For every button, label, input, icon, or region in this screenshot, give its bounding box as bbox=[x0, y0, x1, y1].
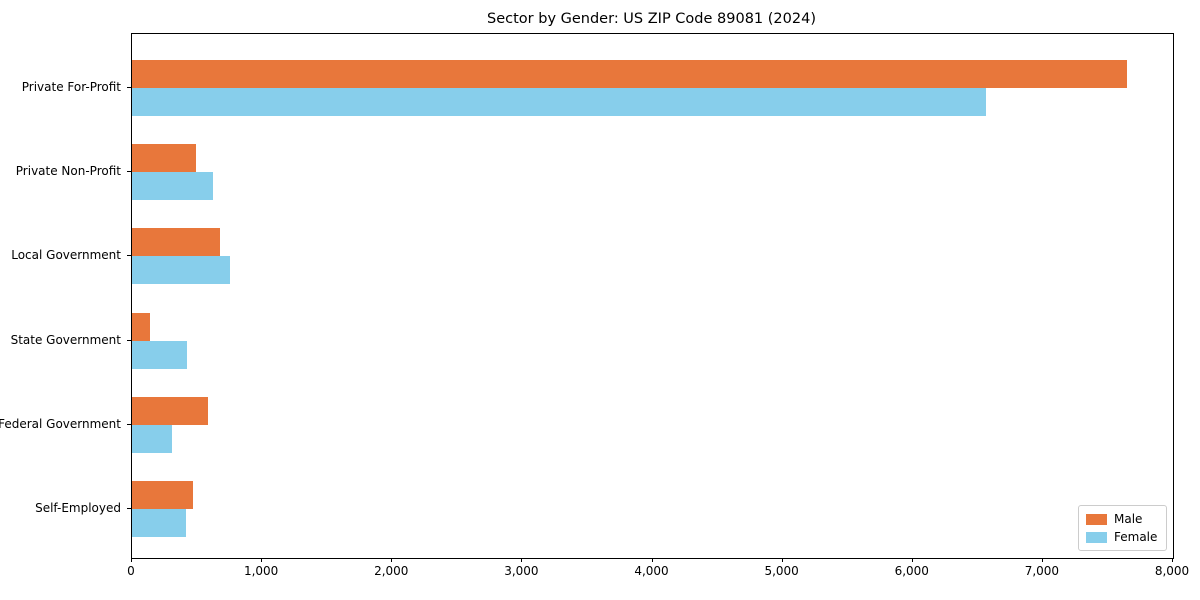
x-tick-label: 7,000 bbox=[1024, 564, 1060, 578]
y-tick-label: State Government bbox=[10, 332, 121, 347]
bar-male-4 bbox=[132, 312, 150, 341]
y-tick-label: Self-Employed bbox=[35, 501, 121, 515]
y-tick-mark bbox=[127, 171, 131, 173]
bar-female-3 bbox=[132, 256, 231, 285]
x-tick-label: 4,000 bbox=[634, 564, 669, 578]
bar-male-5 bbox=[132, 396, 209, 425]
y-tick-label: Federal Government bbox=[0, 416, 121, 431]
x-tick-label: 0 bbox=[127, 564, 135, 578]
y-tick-mark bbox=[127, 87, 131, 88]
y-tick-mark bbox=[127, 508, 131, 509]
y-tick-label: Private Non-Profit bbox=[15, 164, 121, 179]
x-tick-mark bbox=[261, 558, 263, 562]
x-tick-mark bbox=[521, 558, 523, 562]
legend-label: Male bbox=[1114, 512, 1143, 526]
x-tick-label: 5,000 bbox=[764, 564, 799, 578]
y-tick-label: Local Government bbox=[11, 248, 121, 263]
x-tick-mark bbox=[391, 558, 393, 562]
x-tick-mark bbox=[1172, 558, 1173, 562]
x-tick-label: 6,000 bbox=[894, 564, 929, 578]
legend-swatch-female bbox=[1086, 531, 1107, 543]
y-tick-mark bbox=[127, 423, 131, 425]
plot-area bbox=[131, 33, 1174, 559]
x-tick-mark bbox=[651, 558, 653, 562]
bar-female-1 bbox=[132, 88, 986, 116]
bar-male-6 bbox=[132, 481, 193, 509]
bar-female-2 bbox=[132, 172, 214, 201]
y-tick-label: Private For-Profit bbox=[21, 80, 121, 94]
x-tick-mark bbox=[781, 558, 783, 562]
legend: Male Female bbox=[1078, 505, 1167, 551]
x-tick-label: 3,000 bbox=[504, 564, 539, 578]
y-tick-mark bbox=[127, 339, 131, 341]
bar-male-2 bbox=[132, 144, 196, 173]
x-tick-mark bbox=[131, 558, 132, 562]
bar-female-4 bbox=[132, 340, 188, 369]
legend-label: Female bbox=[1114, 530, 1158, 544]
chart-title: Sector by Gender: US ZIP Code 89081 (202… bbox=[487, 11, 816, 27]
y-tick-mark bbox=[127, 255, 131, 257]
x-tick-label: 1,000 bbox=[243, 564, 279, 578]
legend-swatch-male bbox=[1086, 513, 1107, 525]
x-tick-mark bbox=[1041, 558, 1043, 562]
legend-entry-male: Male bbox=[1086, 512, 1159, 526]
bar-female-5 bbox=[132, 424, 172, 453]
bar-male-1 bbox=[132, 60, 1128, 88]
x-tick-label: 2,000 bbox=[374, 564, 409, 578]
bar-female-6 bbox=[132, 509, 186, 537]
legend-entry-female: Female bbox=[1086, 530, 1159, 544]
x-tick-mark bbox=[911, 558, 913, 562]
bar-male-3 bbox=[132, 228, 221, 257]
x-tick-label: 8,000 bbox=[1154, 564, 1190, 578]
